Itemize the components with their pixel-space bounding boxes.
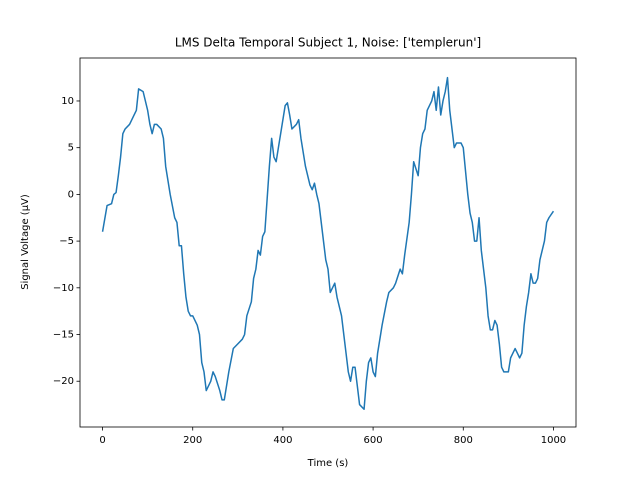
y-tick-label: 0: [68, 189, 74, 200]
y-tick-label: 10: [61, 96, 74, 107]
chart-title: LMS Delta Temporal Subject 1, Noise: ['t…: [175, 36, 481, 50]
plot-frame: [79, 57, 577, 428]
y-tick-label: 5: [68, 143, 74, 154]
data-line: [101, 76, 555, 410]
x-tick-label: 0: [99, 435, 105, 446]
x-tick-label: 600: [364, 435, 383, 446]
x-tick-label: 400: [273, 435, 292, 446]
y-tick-label: −20: [53, 376, 74, 387]
y-tick-label: −15: [53, 330, 74, 341]
y-tick-label: −5: [59, 236, 74, 247]
y-tick-label: −10: [53, 283, 74, 294]
x-axis-label: Time (s): [307, 458, 349, 469]
x-tick-label: 200: [183, 435, 202, 446]
x-tick-label: 1000: [541, 435, 566, 446]
x-tick-label: 800: [454, 435, 473, 446]
y-axis-label: Signal Voltage (μV): [20, 194, 31, 290]
